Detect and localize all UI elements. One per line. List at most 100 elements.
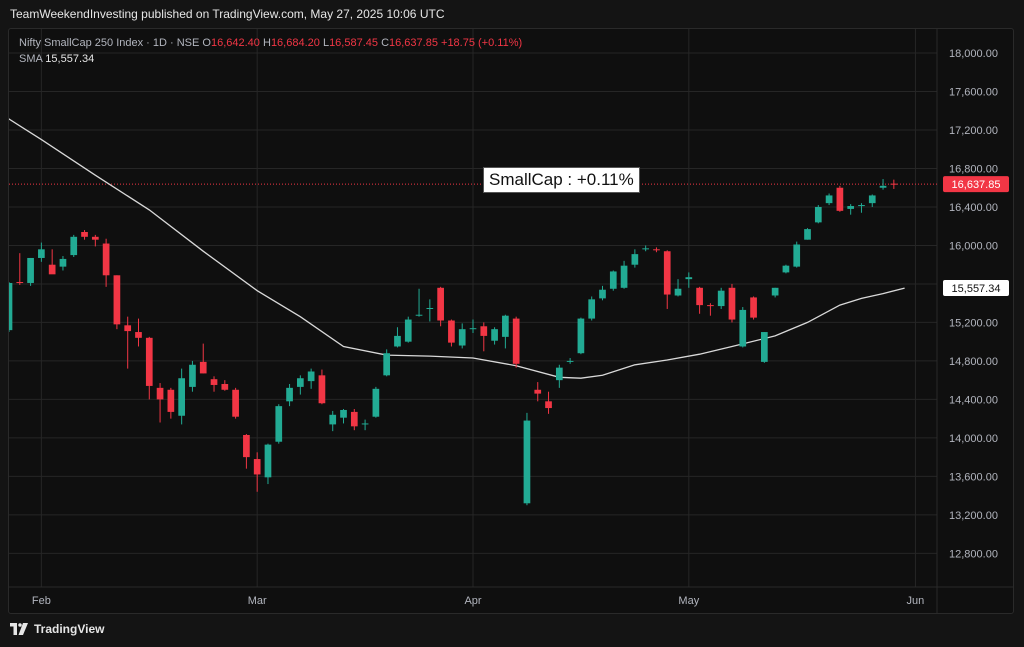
- candle-down[interactable]: [663, 251, 671, 295]
- candle-down[interactable]: [836, 187, 844, 211]
- candle-up[interactable]: [491, 329, 498, 341]
- sma-label[interactable]: SMA: [19, 53, 43, 65]
- y-tick-label: 15,200.00: [949, 317, 998, 329]
- candle-down[interactable]: [113, 275, 121, 325]
- candle-down[interactable]: [750, 297, 757, 318]
- candle-down[interactable]: [48, 264, 56, 275]
- candle-up[interactable]: [297, 378, 304, 387]
- candle-down[interactable]: [145, 337, 153, 386]
- candle-up[interactable]: [609, 271, 617, 289]
- tradingview-branding[interactable]: TradingView: [10, 622, 104, 636]
- candle-up[interactable]: [674, 288, 682, 296]
- price-chart[interactable]: 12,800.00 13,200.00 13,600.00 14,000.00 14,4…: [9, 29, 1013, 613]
- candle-up[interactable]: [27, 257, 34, 283]
- candle-up[interactable]: [620, 265, 628, 288]
- candle-up[interactable]: [804, 229, 811, 240]
- candle-up[interactable]: [642, 248, 649, 250]
- candle-up[interactable]: [793, 244, 801, 267]
- candle-down[interactable]: [91, 236, 99, 240]
- candle-up[interactable]: [361, 423, 369, 425]
- candle-down[interactable]: [16, 282, 24, 284]
- candle-up[interactable]: [631, 254, 639, 265]
- candle-up[interactable]: [868, 195, 876, 204]
- candle-down[interactable]: [707, 305, 714, 307]
- candle-up[interactable]: [502, 315, 509, 337]
- chart-panel[interactable]: 12,800.00 13,200.00 13,600.00 14,000.00 14,4…: [8, 28, 1014, 614]
- candle-up[interactable]: [879, 185, 887, 188]
- candle-up[interactable]: [771, 287, 779, 296]
- sma-value: 15,557.34: [45, 53, 95, 65]
- candle-up[interactable]: [458, 329, 466, 346]
- publish-caption: TeamWeekendInvesting published on Tradin…: [10, 7, 445, 21]
- candle-up[interactable]: [372, 388, 380, 417]
- candle-down[interactable]: [253, 459, 261, 475]
- candle-up[interactable]: [566, 360, 574, 362]
- candle-up[interactable]: [264, 444, 272, 478]
- candle-down[interactable]: [480, 326, 488, 336]
- candle-up[interactable]: [286, 387, 293, 402]
- candle-down[interactable]: [545, 401, 552, 409]
- candle-up[interactable]: [469, 328, 477, 330]
- open-value: 16,642.40: [210, 37, 260, 49]
- sma-price-label: 15,557.34: [952, 283, 1001, 295]
- candle-up[interactable]: [383, 353, 391, 376]
- x-tick-label: Jun: [907, 595, 925, 607]
- candle-up[interactable]: [847, 206, 855, 209]
- candle-up[interactable]: [588, 299, 596, 319]
- sma-line[interactable]: [9, 116, 905, 379]
- candle-up[interactable]: [717, 290, 725, 307]
- candle-down[interactable]: [156, 387, 164, 400]
- candle-down[interactable]: [653, 249, 660, 251]
- candle-up[interactable]: [307, 371, 315, 382]
- close-value: 16,637.85: [389, 37, 438, 49]
- candle-up[interactable]: [415, 314, 423, 316]
- candle-up[interactable]: [70, 236, 78, 256]
- candle-down[interactable]: [437, 287, 444, 321]
- candle-down[interactable]: [102, 243, 110, 276]
- candle-up[interactable]: [9, 282, 13, 331]
- candle-up[interactable]: [685, 277, 693, 280]
- candle-up[interactable]: [523, 420, 531, 504]
- candle-up[interactable]: [599, 289, 606, 299]
- candle-up[interactable]: [38, 249, 45, 258]
- candle-up[interactable]: [178, 378, 185, 416]
- candle-down[interactable]: [167, 389, 175, 412]
- candle-down[interactable]: [512, 318, 520, 364]
- candle-up[interactable]: [577, 318, 585, 354]
- candle-down[interactable]: [135, 332, 142, 338]
- candle-down[interactable]: [448, 320, 455, 343]
- candle-down[interactable]: [210, 379, 218, 385]
- candle-down[interactable]: [199, 361, 207, 374]
- candle-up[interactable]: [761, 332, 768, 362]
- candle-down[interactable]: [81, 231, 88, 237]
- candle-up[interactable]: [275, 406, 283, 442]
- candle-down[interactable]: [534, 389, 542, 394]
- symbol-label[interactable]: Nifty SmallCap 250 Index · 1D · NSE: [19, 37, 200, 49]
- candle-down[interactable]: [318, 375, 326, 404]
- candle-up[interactable]: [782, 265, 790, 273]
- candle-down[interactable]: [243, 434, 250, 458]
- candle-up[interactable]: [394, 335, 401, 347]
- candle-up[interactable]: [739, 309, 747, 347]
- candle-up[interactable]: [426, 308, 434, 309]
- candle-up[interactable]: [858, 205, 865, 207]
- candle-up[interactable]: [814, 206, 822, 223]
- candle-up[interactable]: [340, 409, 347, 418]
- candle-down[interactable]: [728, 287, 736, 320]
- candle-up[interactable]: [825, 195, 833, 204]
- y-tick-label: 16,000.00: [949, 240, 998, 252]
- candle-down[interactable]: [232, 389, 239, 417]
- candle-up[interactable]: [189, 364, 196, 387]
- candle-up[interactable]: [555, 367, 563, 381]
- candle-down[interactable]: [221, 384, 229, 390]
- candle-up[interactable]: [404, 319, 412, 342]
- candle-down[interactable]: [124, 325, 132, 332]
- candle-down[interactable]: [696, 287, 703, 306]
- candle-down[interactable]: [890, 183, 898, 185]
- candle-up[interactable]: [329, 414, 337, 425]
- low-label: L: [322, 37, 330, 49]
- candle-down[interactable]: [350, 411, 358, 427]
- sma-row: SMA 15,557.34: [19, 51, 522, 67]
- candle-up[interactable]: [59, 258, 67, 267]
- y-tick-label: 16,800.00: [949, 164, 998, 176]
